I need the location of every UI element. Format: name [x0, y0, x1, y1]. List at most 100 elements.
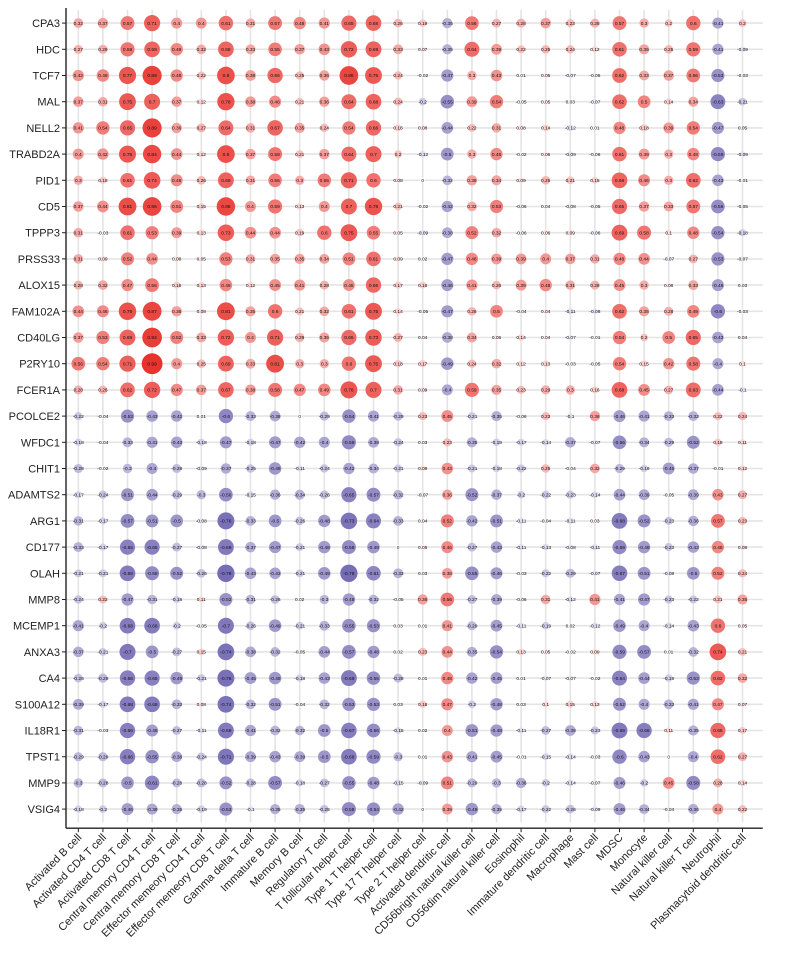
heatmap-dot [342, 409, 356, 423]
heatmap-dot [491, 175, 502, 186]
cell-value-label: 0.39 [664, 126, 674, 132]
cell-value-label: 0.39 [492, 47, 502, 53]
heatmap-dot [365, 355, 382, 373]
cell-value-label: 0.37 [295, 47, 305, 53]
heatmap-dot [121, 593, 134, 606]
heatmap-dot [99, 700, 107, 708]
heatmap-dot [738, 569, 747, 578]
heatmap-dot [297, 597, 303, 602]
cell-value-label: 0.44 [147, 257, 157, 263]
heatmap-dot [269, 95, 282, 108]
y-tick-label: CHIT1 [28, 464, 60, 476]
heatmap-dot [197, 359, 206, 368]
cell-value-label: -0.07 [540, 676, 551, 682]
heatmap-dot [515, 253, 527, 265]
cell-value-label: -0.21 [393, 466, 404, 472]
cell-value-label: 0.04 [541, 335, 551, 341]
heatmap-dot [96, 357, 110, 371]
cell-value-label: 0.16 [172, 283, 182, 289]
cell-value-label: -0.22 [540, 571, 551, 577]
heatmap-dot [738, 516, 747, 526]
cell-value-label: -0.43 [245, 571, 256, 577]
heatmap-dot [73, 96, 84, 107]
heatmap-dot [393, 673, 403, 683]
heatmap-dot [394, 779, 402, 787]
heatmap-dot [639, 280, 649, 290]
cell-value-label: 0.21 [738, 650, 748, 656]
cell-value-label: 0.29 [541, 388, 551, 394]
cell-value-label: 0.6 [321, 230, 328, 236]
heatmap-dot [218, 41, 234, 58]
cell-value-label: 0.26 [197, 178, 207, 184]
y-tick-label: MCEMP1 [13, 621, 60, 633]
heatmap-dot [74, 412, 83, 421]
cell-value-label: -0.39 [73, 702, 84, 708]
heatmap-dot [119, 749, 136, 765]
heatmap-dot [611, 382, 628, 398]
heatmap-dot [217, 66, 235, 85]
heatmap-dot [711, 279, 724, 292]
heatmap-dot [198, 281, 205, 289]
cell-value-label: -0.33 [319, 623, 330, 629]
cell-value-label: -0.68 [343, 754, 354, 760]
cell-value-label: -0.32 [294, 728, 305, 734]
cell-value-label: -0.38 [245, 650, 256, 656]
cell-value-label: 0.19 [295, 230, 305, 236]
heatmap-dot [518, 754, 524, 759]
heatmap-dot [294, 44, 305, 55]
cell-value-label: -0.21 [294, 571, 305, 577]
heatmap-dot [341, 94, 357, 110]
heatmap-dot [170, 148, 183, 160]
cell-value-label: 0.64 [467, 47, 477, 53]
heatmap-dot [217, 512, 235, 530]
cell-value-label: -0.45 [663, 466, 674, 472]
cell-value-label: 0.86 [147, 204, 157, 210]
cell-value-label: 0.44 [639, 257, 649, 263]
heatmap-dot [739, 256, 746, 262]
heatmap-dot [664, 306, 674, 316]
cell-value-label: 0.28 [516, 21, 526, 27]
heatmap-dot [709, 643, 727, 661]
heatmap-dot [591, 543, 599, 551]
cell-value-label: 0.27 [74, 47, 84, 53]
heatmap-dot [712, 358, 724, 370]
heatmap-dot [74, 595, 83, 604]
heatmap-dot [170, 671, 183, 685]
heatmap-dot [567, 544, 574, 550]
cell-value-label: -0.59 [368, 754, 379, 760]
cell-value-label: -0.02 [97, 466, 108, 472]
heatmap-dot [394, 727, 402, 734]
heatmap-dot [592, 675, 598, 681]
heatmap-dot [518, 701, 524, 707]
cell-value-label: 0.48 [541, 283, 551, 289]
heatmap-dot [466, 751, 478, 763]
heatmap-dot [468, 700, 476, 709]
cell-value-label: 0.59 [467, 388, 477, 394]
cell-value-label: -0.26 [73, 676, 84, 682]
cell-value-label: -0.4 [689, 754, 698, 760]
cell-value-label: -0.06 [516, 597, 527, 603]
heatmap-dot [591, 622, 599, 629]
heatmap-dot [711, 121, 725, 135]
cell-value-label: -0.5 [320, 728, 329, 734]
heatmap-dot [73, 778, 83, 788]
cell-value-label: -0.52 [466, 492, 477, 498]
heatmap-dot [518, 596, 524, 603]
heatmap-dot [541, 464, 550, 473]
cell-value-label: 0.24 [566, 47, 576, 53]
cell-value-label: 0.08 [197, 309, 207, 315]
heatmap-dot [543, 203, 549, 210]
cell-value-label: 0.37 [172, 99, 182, 105]
heatmap-dot [515, 777, 527, 789]
heatmap-dot [393, 568, 404, 579]
heatmap-dot [73, 201, 84, 212]
cell-value-label: 0.54 [615, 335, 625, 341]
cell-value-label: 0.33 [393, 47, 403, 53]
cell-value-label: 0.23 [443, 440, 453, 446]
heatmap-dot [245, 175, 256, 186]
cell-value-label: 0.72 [147, 388, 157, 394]
heatmap-dot [715, 466, 721, 471]
heatmap-dot [662, 462, 675, 475]
cell-value-label: -0.18 [73, 807, 84, 813]
cell-value-label: -0.28 [245, 781, 256, 787]
